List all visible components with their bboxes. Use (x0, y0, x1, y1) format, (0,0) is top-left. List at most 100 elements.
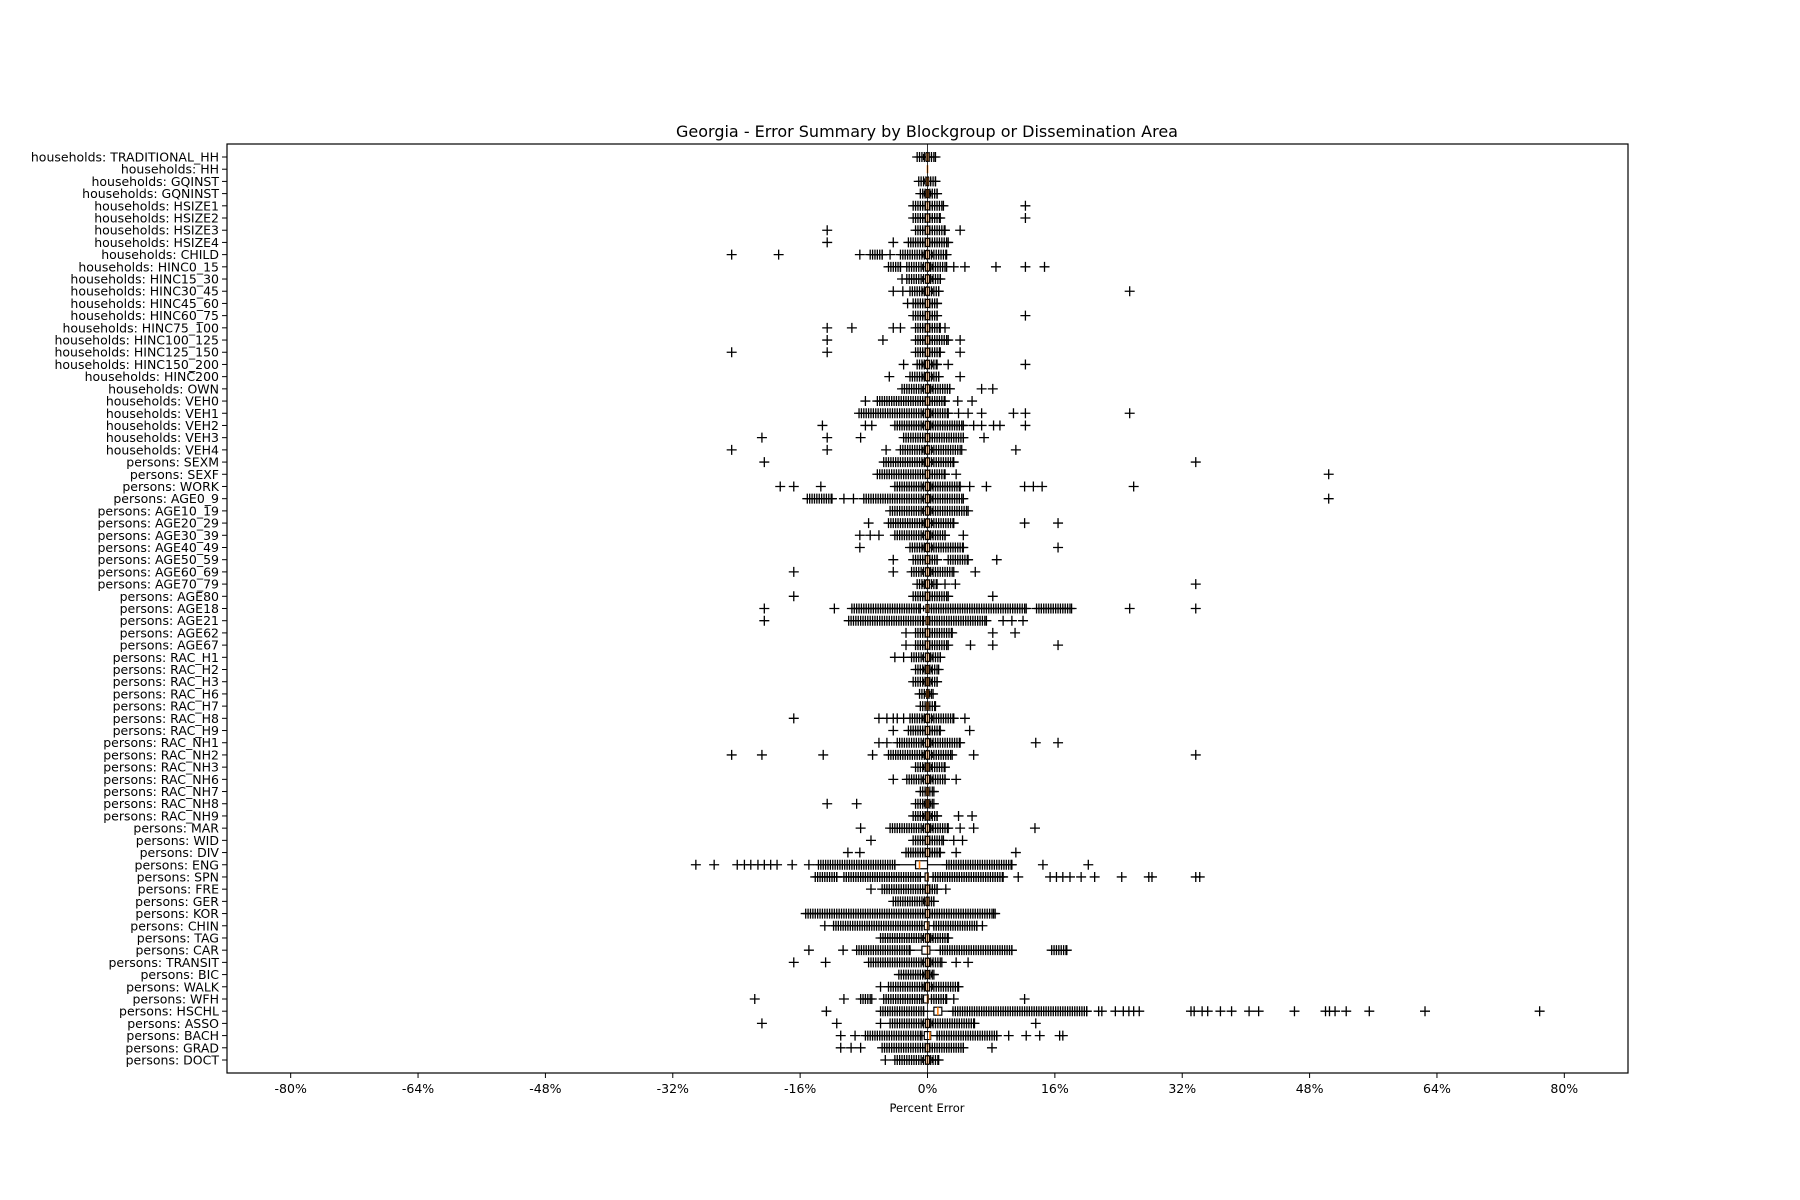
flier-marker (1020, 261, 1031, 272)
y-tick-label: persons: RAC_H2 (113, 662, 219, 677)
box-row (875, 932, 954, 943)
flier-marker (888, 725, 899, 736)
flier-marker (948, 261, 959, 272)
flier-marker (835, 1030, 846, 1041)
flier-marker (948, 566, 959, 577)
flier-marker (955, 335, 966, 346)
y-tick-label: households: VEH4 (106, 442, 219, 457)
flier-marker (928, 786, 939, 797)
flier-marker (1364, 1006, 1375, 1017)
flier-marker (963, 957, 974, 968)
x-tick-label: -32% (657, 1081, 689, 1096)
x-tick-label: 32% (1168, 1081, 1196, 1096)
flier-marker (930, 176, 941, 187)
y-tick-label: persons: WALK (126, 979, 220, 994)
flier-marker (991, 554, 1002, 565)
y-tick-label: persons: SEXM (126, 455, 219, 470)
flier-marker (1010, 847, 1021, 858)
flier-marker (1420, 1006, 1431, 1017)
flier-marker (820, 957, 831, 968)
flier-marker (933, 1055, 944, 1065)
flier-marker (788, 713, 799, 724)
y-tick-label: households: HINC30_45 (70, 284, 219, 299)
flier-marker (967, 396, 978, 407)
flier-marker (848, 493, 859, 504)
flier-marker (822, 432, 833, 443)
y-tick-label: persons: ASSO (127, 1016, 219, 1031)
flier-marker (1534, 1006, 1545, 1017)
flier-marker (932, 298, 943, 309)
flier-marker (936, 957, 947, 968)
flier-marker (1124, 286, 1135, 297)
y-tick-label: persons: CHIN (130, 918, 219, 933)
y-tick-label: persons: RAC_H8 (113, 711, 219, 726)
box-row (835, 1042, 997, 1053)
flier-marker (933, 371, 944, 382)
y-tick-label: persons: AGE60_69 (97, 564, 219, 579)
flier-marker (822, 322, 833, 333)
flier-marker (955, 481, 966, 492)
flier-marker (788, 566, 799, 577)
box-row (802, 493, 1334, 504)
flier-marker (1081, 1006, 1092, 1017)
flier-marker (1019, 993, 1030, 1004)
flier-marker (976, 383, 987, 394)
y-tick-label: households: HSIZE1 (94, 198, 219, 213)
flier-marker (1061, 945, 1072, 956)
y-tick-label: persons: RAC_NH3 (103, 760, 219, 775)
y-tick-label: households: HSIZE4 (94, 235, 219, 250)
flier-marker (1020, 359, 1031, 370)
flier-marker (822, 444, 833, 455)
flier-marker (881, 737, 892, 748)
flier-marker (759, 615, 770, 626)
flier-marker (875, 1018, 886, 1029)
flier-marker (950, 579, 961, 590)
y-tick-label: persons: RAC_NH8 (103, 796, 219, 811)
flier-marker (821, 1006, 832, 1017)
box-row (817, 420, 1031, 431)
flier-marker (935, 213, 946, 224)
flier-marker (987, 627, 998, 638)
flier-marker (932, 188, 943, 199)
flier-marker (1006, 859, 1017, 870)
flier-marker (867, 749, 878, 760)
flier-marker (901, 627, 912, 638)
y-tick-label: persons: GRAD (125, 1040, 219, 1055)
box-row (898, 359, 1031, 370)
box-row (842, 847, 1021, 858)
flier-marker (940, 530, 951, 541)
flier-marker (831, 1018, 842, 1029)
flier-marker (838, 493, 849, 504)
box-row (788, 957, 974, 968)
box-row (865, 884, 951, 895)
y-tick-label: persons: HSCHL (119, 1004, 219, 1019)
box (914, 860, 929, 870)
flier-marker (1064, 871, 1075, 882)
flier-marker (788, 481, 799, 492)
y-tick-label: persons: AGE80 (120, 589, 219, 604)
flier-marker (932, 554, 943, 565)
y-tick-label: persons: BACH (126, 1028, 219, 1043)
x-tick-label: 64% (1423, 1081, 1451, 1096)
flier-marker (826, 493, 837, 504)
flier-marker (958, 420, 969, 431)
x-axis-label: Percent Error (890, 1101, 965, 1115)
flier-marker (1341, 1006, 1352, 1017)
flier-marker (1323, 469, 1334, 480)
flier-marker (930, 701, 941, 712)
flier-marker (933, 286, 944, 297)
flier-marker (1020, 408, 1031, 419)
flier-marker (959, 261, 970, 272)
flier-marker (1124, 603, 1135, 614)
y-tick-label: persons: BIC (140, 967, 219, 982)
flier-marker (866, 420, 877, 431)
flier-marker (1053, 737, 1064, 748)
y-tick-label: persons: RAC_NH1 (103, 735, 219, 750)
flier-marker (967, 810, 978, 821)
flier-marker (854, 847, 865, 858)
flier-marker (1020, 420, 1031, 431)
flier-marker (1190, 749, 1201, 760)
flier-marker (865, 884, 876, 895)
flier-marker (940, 774, 951, 785)
